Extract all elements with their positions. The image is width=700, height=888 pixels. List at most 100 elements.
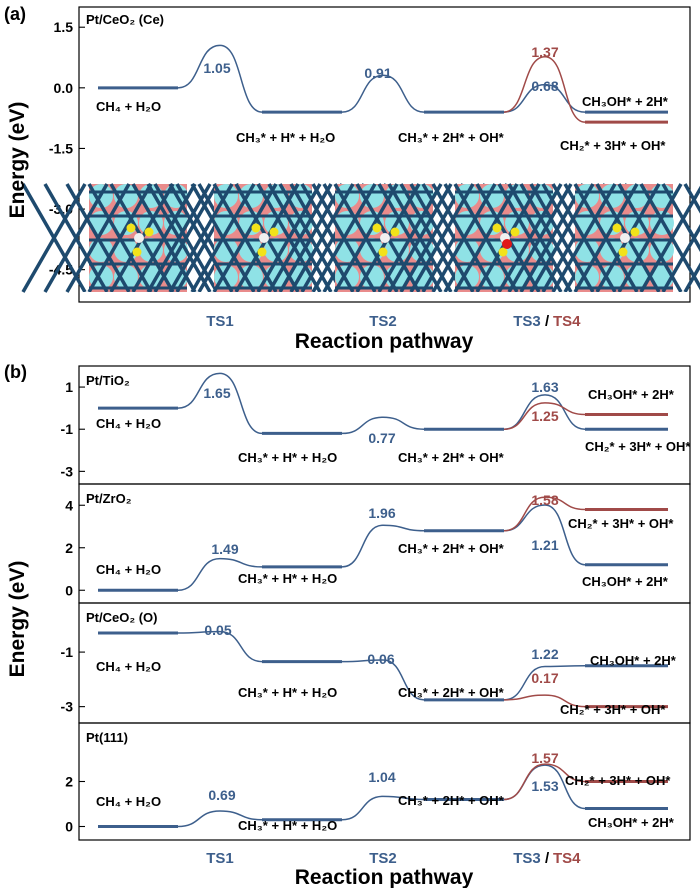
ts1-curve — [177, 372, 263, 435]
step-label: CH₃* + H* + H₂O — [238, 571, 337, 586]
subplot-title: Pt/CeO₂ (O) — [86, 610, 158, 625]
panel-a-ts3: TS3 — [513, 313, 541, 330]
step-label: CH₃* + 2H* + OH* — [398, 450, 505, 465]
barrier-label: 1.65 — [203, 385, 230, 401]
ts1-curve — [177, 810, 263, 828]
ts2-curve — [341, 416, 425, 435]
panel-a-title: Pt/CeO₂ (Ce) — [86, 12, 164, 27]
ts3-curve — [503, 394, 586, 430]
step-label: CH₂* + 3H* + OH* — [560, 702, 666, 717]
y-tick-label: 1.5 — [54, 19, 74, 35]
panel-a-ts2: TS2 — [369, 313, 397, 330]
y-tick-label: 0.0 — [54, 80, 74, 96]
ts4-curve — [503, 694, 586, 708]
ts2-curve — [341, 659, 425, 701]
barrier-label: 1.63 — [531, 379, 558, 395]
panel-a-curves — [98, 44, 668, 124]
step-label: CH₃* + H* + H₂O — [236, 130, 335, 145]
ts1-curve — [177, 44, 263, 113]
ts3-curve — [503, 664, 586, 701]
barrier-label: 1.05 — [203, 60, 230, 76]
step-label: CH₃OH* + 2H* — [582, 574, 669, 589]
step-label: CH₄ + H₂O — [96, 794, 161, 809]
barrier-label: 1.25 — [531, 408, 558, 424]
ts3-curve — [503, 504, 586, 566]
step-label: CH₃OH* + 2H* — [588, 387, 675, 402]
step-label: CH₃* + 2H* + OH* — [398, 685, 505, 700]
step-label: CH₃* + H* + H₂O — [238, 818, 337, 833]
ts1-curve — [177, 557, 263, 591]
y-tick-label: -3 — [61, 463, 74, 479]
ts4-curve — [503, 402, 586, 430]
y-tick-label: -1 — [61, 644, 74, 660]
ts2-curve — [341, 74, 425, 113]
panel-b-ts3: TS3 — [513, 850, 541, 867]
step-label: CH₃* + 2H* + OH* — [398, 130, 505, 145]
barrier-label: 1.04 — [368, 769, 395, 785]
structure-image — [146, 183, 388, 293]
barrier-label: 0.05 — [204, 622, 231, 638]
ts2-curve — [341, 524, 425, 568]
step-label: CH₂* + 3H* + OH* — [568, 516, 674, 531]
y-tick-label: 2 — [65, 774, 73, 790]
subplot-title: Pt/ZrO₂ — [86, 491, 132, 506]
y-tick-label: 4 — [65, 497, 73, 513]
panel-b-ts1: TS1 — [206, 850, 234, 867]
structure-image — [507, 183, 700, 293]
y-tick-label: -1.5 — [49, 140, 73, 156]
panel-a-ts4: TS4 — [553, 313, 581, 330]
y-tick-label: -1 — [61, 421, 74, 437]
panel-a-frame — [78, 6, 691, 303]
barrier-label: 1.49 — [211, 541, 238, 557]
barrier-label: 1.37 — [531, 44, 558, 60]
y-tick-label: 0 — [65, 582, 73, 598]
structure-insets — [21, 183, 700, 301]
panel-a-y-ticks: 1.50.0-1.5-3.0-4.5 — [49, 19, 85, 278]
step-label: CH₃OH* + 2H* — [590, 653, 677, 668]
ts4-curve — [503, 55, 586, 123]
panel-b-ts2: TS2 — [369, 850, 397, 867]
step-label: CH₃OH* + 2H* — [588, 815, 675, 830]
barrier-label: 1.53 — [531, 778, 558, 794]
barrier-label: 0.77 — [368, 430, 395, 446]
barrier-label: 0.68 — [531, 78, 558, 94]
ts1-curve — [177, 630, 263, 663]
step-label: CH₂* + 3H* + OH* — [560, 138, 666, 153]
barrier-label: 0.17 — [531, 670, 558, 686]
step-label: CH₃* + H* + H₂O — [238, 685, 337, 700]
barrier-label: 0.91 — [364, 65, 391, 81]
step-label: CH₂* + 3H* + OH* — [585, 439, 691, 454]
step-label: CH₃OH* + 2H* — [582, 94, 669, 109]
step-label: CH₃* + 2H* + OH* — [398, 541, 505, 556]
panel-b-ylabel: Energy (eV) — [6, 561, 29, 678]
barrier-label: 1.96 — [368, 505, 395, 521]
y-tick-label: 2 — [65, 540, 73, 556]
panel-b-content: Pt/TiO₂ 1 -1 -3 1.65 0.77 1.63 1.25 CH₄ + H₂O CH₃… — [61, 372, 691, 835]
panel-b-xlabel: Reaction pathway — [295, 866, 474, 888]
barrier-label: 1.57 — [531, 750, 558, 766]
subplot-title: Pt(111) — [86, 730, 128, 745]
ts4-curve — [503, 496, 586, 532]
panel-b-frames — [78, 365, 691, 841]
step-label: CH₄ + H₂O — [96, 416, 161, 431]
step-label: CH₂* + 3H* + OH* — [565, 773, 671, 788]
subplot-title: Pt/TiO₂ — [86, 373, 130, 388]
panel-a-ts-slash: / — [545, 313, 550, 330]
panel-a-labels: 1.05 0.91 0.68 1.37 CH₄ + H₂O CH₃* + H* + H₂O… — [96, 44, 669, 153]
ts3-curve — [503, 83, 586, 113]
ts2-curve — [341, 795, 425, 821]
barrier-label: 0.06 — [367, 651, 394, 667]
y-tick-label: 0 — [65, 819, 73, 835]
panel-a-ylabel: Energy (eV) — [6, 102, 29, 219]
panel-a-xlabel: Reaction pathway — [295, 330, 474, 353]
step-label: CH₄ + H₂O — [96, 562, 161, 577]
panel-b-letter: (b) — [4, 362, 27, 382]
barrier-label: 1.22 — [531, 646, 558, 662]
subplot-frame — [78, 365, 691, 485]
barrier-label: 1.21 — [531, 537, 558, 553]
panel-a-ts1: TS1 — [206, 313, 234, 330]
panel-a-letter: (a) — [4, 4, 26, 24]
y-tick-label: -3 — [61, 699, 74, 715]
barrier-label: 0.69 — [208, 787, 235, 803]
